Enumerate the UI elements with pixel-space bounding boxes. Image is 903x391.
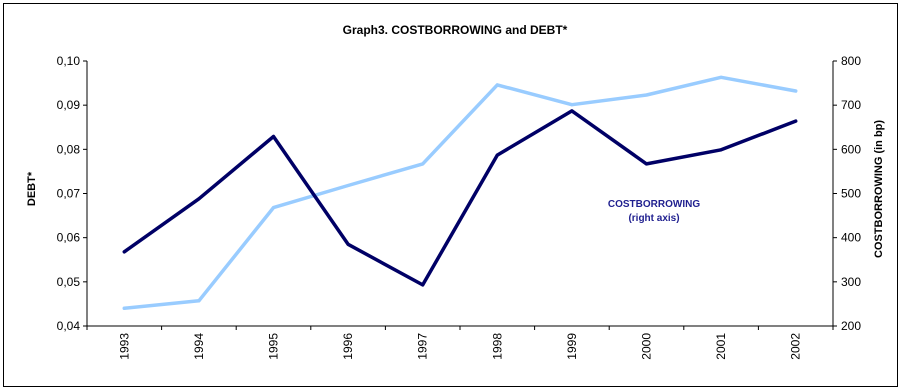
left-tick-label: 0,08	[57, 142, 81, 156]
right-axis-title: COSTBORROWING (in bp)	[873, 120, 885, 258]
chart-frame	[3, 3, 898, 387]
costborrowing-point	[570, 109, 574, 113]
debt-point	[346, 184, 350, 188]
left-tick-label: 0,06	[57, 231, 81, 245]
annotation-line-2: (right axis)	[628, 213, 679, 224]
right-tick-label: 600	[841, 142, 861, 156]
costborrowing-point	[421, 283, 425, 287]
right-tick-label: 800	[841, 54, 861, 68]
x-tick-label: 2000	[640, 333, 654, 360]
x-tick-label: 1994	[192, 333, 206, 360]
left-tick-label: 0,07	[57, 187, 81, 201]
chart-title: Graph3. COSTBORROWING and DEBT*	[343, 23, 568, 37]
x-tick-label: 1998	[490, 333, 504, 360]
right-tick-label: 300	[841, 275, 861, 289]
x-tick-label: 1995	[267, 333, 281, 360]
debt-point	[570, 103, 574, 107]
debt-point	[197, 299, 201, 303]
x-tick-label: 1999	[565, 333, 579, 360]
left-tick-label: 0,05	[57, 275, 81, 289]
x-tick-label: 2002	[789, 333, 803, 360]
x-tick-label: 1993	[117, 333, 131, 360]
axes-group: 0,04 0,05 0,06 0,07 0,08 0,09 0,10 200 300 400 500…	[57, 54, 862, 360]
left-tick-label: 0,04	[57, 319, 81, 333]
debt-point	[794, 89, 798, 93]
costborrowing-point	[719, 148, 723, 152]
costborrowing-series-line	[122, 109, 798, 287]
costborrowing-point	[794, 119, 798, 123]
x-tick-label: 1996	[341, 333, 355, 360]
x-tick-label: 2001	[714, 333, 728, 360]
right-tick-label: 200	[841, 319, 861, 333]
annotation-line-1: COSTBORROWING	[608, 199, 700, 210]
right-tick-label: 700	[841, 98, 861, 112]
left-axis-title: DEBT*	[26, 171, 38, 206]
debt-series-line	[122, 75, 798, 311]
debt-point	[645, 93, 648, 97]
costborrowing-point	[122, 250, 126, 254]
costborrowing-point	[645, 162, 648, 166]
debt-point	[719, 75, 723, 79]
series-group	[122, 75, 798, 311]
costborrowing-point	[346, 242, 350, 246]
debt-point	[122, 306, 126, 310]
left-tick-label: 0,10	[57, 54, 81, 68]
right-tick-label: 500	[841, 187, 861, 201]
right-tick-label: 400	[841, 231, 861, 245]
debt-point	[495, 83, 499, 87]
x-tick-label: 1997	[416, 333, 430, 360]
debt-point	[272, 206, 275, 210]
debt-point	[421, 162, 425, 166]
costborrowing-point	[197, 197, 201, 201]
costborrowing-point	[272, 135, 275, 139]
costborrowing-point	[495, 153, 499, 157]
left-tick-label: 0,09	[57, 98, 81, 112]
